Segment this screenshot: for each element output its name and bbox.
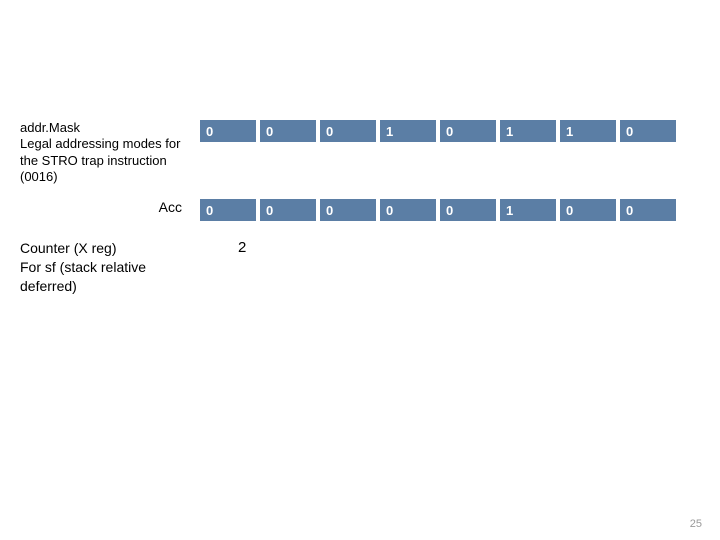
- bit-cell: 0: [320, 199, 376, 221]
- row-acc: Acc 0 0 0 0 0 1 0 0: [0, 199, 720, 221]
- bit-cell: 0: [560, 199, 616, 221]
- bits-acc: 0 0 0 0 0 1 0 0: [200, 199, 676, 221]
- bit-cell: 0: [380, 199, 436, 221]
- label-acc: Acc: [0, 199, 200, 217]
- page-number: 25: [690, 518, 702, 530]
- row-addrmask: addr.MaskLegal addressing modes for the …: [0, 120, 720, 185]
- bit-cell: 0: [200, 120, 256, 142]
- bit-cell: 0: [440, 120, 496, 142]
- label-addrmask: addr.MaskLegal addressing modes for the …: [0, 120, 200, 185]
- bit-cell: 0: [260, 199, 316, 221]
- label-counter: Counter (X reg)For sf (stack relative de…: [0, 239, 200, 296]
- bit-cell: 1: [500, 199, 556, 221]
- bit-cell: 1: [500, 120, 556, 142]
- bit-cell: 1: [560, 120, 616, 142]
- bits-addrmask: 0 0 0 1 0 1 1 0: [200, 120, 676, 142]
- bit-cell: 0: [200, 199, 256, 221]
- bit-cell: 0: [320, 120, 376, 142]
- value-counter: 2: [200, 239, 246, 256]
- row-counter: Counter (X reg)For sf (stack relative de…: [0, 239, 720, 296]
- bit-cell: 0: [440, 199, 496, 221]
- bit-cell: 0: [260, 120, 316, 142]
- label-addrmask-line1: addr.MaskLegal addressing modes for the …: [20, 120, 180, 184]
- bit-cell: 0: [620, 199, 676, 221]
- bit-cell: 1: [380, 120, 436, 142]
- label-counter-text: Counter (X reg)For sf (stack relative de…: [20, 240, 146, 294]
- bit-cell: 0: [620, 120, 676, 142]
